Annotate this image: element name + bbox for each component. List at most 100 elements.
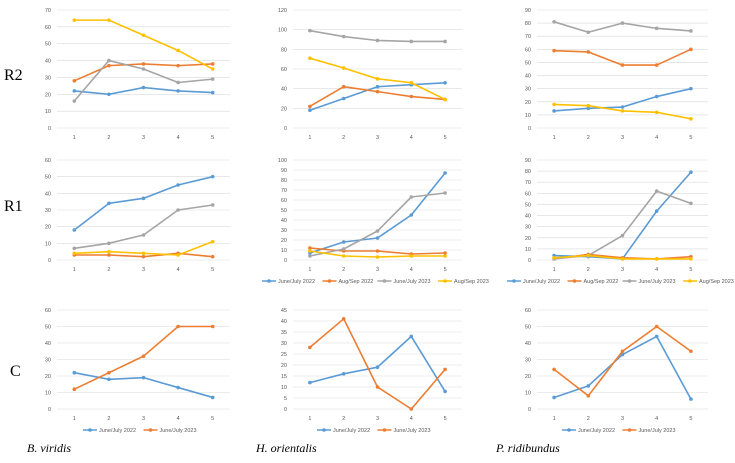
- x-tick-label: 1: [553, 135, 556, 141]
- data-point-june-july-2022: [141, 85, 146, 90]
- data-point-aug-sep-2022: [141, 254, 146, 259]
- legend-label: June/July 2022: [278, 279, 315, 285]
- x-tick-label: 4: [410, 267, 413, 273]
- data-point-aug-sep-2023: [210, 67, 215, 71]
- x-tick-label: 1: [308, 267, 311, 273]
- data-point-aug-sep-2023: [620, 109, 625, 113]
- y-tick-label: 10: [281, 385, 287, 391]
- data-point-aug-sep-2023: [409, 254, 414, 258]
- data-point-june-july-2023: [308, 28, 312, 33]
- data-point-june-july-2022: [552, 395, 556, 400]
- data-point-aug-sep-2022: [107, 63, 111, 68]
- legend-label: June/July 2022: [333, 428, 370, 434]
- legend-marker: [327, 279, 332, 283]
- y-tick-label: 30: [281, 341, 287, 347]
- y-tick-label: 80: [525, 21, 531, 27]
- data-point-june-july-2023: [341, 317, 346, 321]
- y-tick-label: 10: [525, 391, 531, 397]
- data-point-june-july-2022: [72, 370, 77, 375]
- x-tick-label: 3: [142, 135, 145, 141]
- data-point-june-july-2023: [341, 247, 346, 251]
- data-point-aug-sep-2022: [375, 249, 380, 253]
- series-line-aug-sep-2023: [74, 19, 214, 70]
- data-point-june-july-2022: [409, 334, 414, 339]
- y-tick-label: 60: [45, 25, 51, 31]
- data-point-june-july-2023: [409, 195, 414, 199]
- data-point-june-july-2022: [308, 108, 312, 113]
- data-point-aug-sep-2023: [375, 77, 380, 81]
- data-point-aug-sep-2022: [552, 48, 556, 53]
- legend-label: June/July 2023: [394, 428, 431, 434]
- series-line-june-july-2022: [73, 175, 213, 231]
- data-point-aug-sep-2022: [176, 63, 180, 68]
- data-point-june-july-2023: [141, 67, 146, 71]
- data-point-june-july-2023: [107, 241, 111, 246]
- data-point-aug-sep-2023: [409, 80, 414, 85]
- data-point-aug-sep-2023: [443, 254, 447, 258]
- x-tick-label: 4: [655, 267, 658, 273]
- y-tick-label: 100: [278, 28, 287, 34]
- y-tick-label: 20: [45, 92, 51, 98]
- y-tick-label: 50: [525, 325, 531, 331]
- x-tick-label: 5: [444, 135, 447, 141]
- data-point-aug-sep-2023: [341, 254, 346, 258]
- legend-marker: [382, 428, 387, 432]
- x-tick-label: 5: [444, 416, 447, 422]
- data-point-aug-sep-2023: [210, 239, 215, 244]
- x-tick-label: 1: [73, 267, 76, 273]
- data-point-june-july-2023: [443, 39, 447, 44]
- x-tick-label: 3: [376, 416, 379, 422]
- series-line-june-july-2023: [309, 317, 446, 410]
- legend-label: Aug/Sep 2023: [454, 279, 489, 285]
- y-tick-label: 25: [281, 352, 287, 358]
- legend-label: June/July 2022: [99, 428, 136, 434]
- x-tick-label: 5: [689, 135, 692, 141]
- y-tick-label: 40: [281, 218, 287, 224]
- y-tick-label: 20: [525, 374, 531, 380]
- data-point-june-july-2022: [654, 94, 659, 99]
- series-line-june-july-2022: [309, 335, 446, 392]
- row-label-r2: R2: [4, 67, 23, 84]
- data-point-june-july-2022: [341, 372, 346, 376]
- data-point-aug-sep-2023: [72, 251, 77, 256]
- y-tick-label: 10: [45, 241, 51, 247]
- species-label-p-ridibundus: P. ridibundus: [495, 441, 560, 455]
- x-tick-label: 4: [177, 416, 180, 422]
- data-point-june-july-2022: [341, 96, 346, 101]
- y-tick-label: 50: [525, 60, 531, 66]
- data-point-june-july-2023: [176, 324, 180, 329]
- legend-label: June/July 2022: [578, 428, 615, 434]
- y-tick-label: 10: [45, 391, 51, 397]
- x-tick-label: 2: [107, 416, 110, 422]
- x-tick-label: 3: [621, 135, 624, 141]
- y-tick-label: 30: [525, 358, 531, 364]
- y-tick-label: 40: [45, 341, 51, 347]
- x-tick-label: 2: [587, 267, 590, 273]
- data-point-aug-sep-2022: [308, 104, 312, 109]
- y-tick-label: 20: [281, 106, 287, 112]
- data-point-june-july-2022: [586, 106, 591, 111]
- data-point-june-july-2023: [586, 30, 591, 35]
- data-point-june-july-2023: [72, 246, 77, 251]
- data-point-june-july-2022: [141, 196, 146, 201]
- data-point-june-july-2023: [107, 370, 111, 375]
- y-tick-label: 100: [278, 158, 287, 164]
- y-tick-label: 80: [281, 47, 287, 53]
- data-point-aug-sep-2023: [620, 257, 625, 261]
- data-point-june-july-2022: [375, 365, 380, 370]
- y-tick-label: 50: [45, 325, 51, 331]
- y-tick-label: 60: [45, 158, 51, 164]
- y-tick-label: 0: [284, 126, 287, 132]
- species-label-b-viridis: B. viridis: [27, 441, 71, 455]
- data-point-june-july-2023: [443, 191, 447, 195]
- data-point-june-july-2023: [176, 80, 180, 85]
- chart-r1-h-orientalis: 0 10 20 30 40 50 60 70 80 90 100 1 2 3 4 5 June/July 202…: [262, 158, 489, 285]
- legend-marker: [148, 428, 153, 432]
- chart-c-b-viridis: 0 10 20 30 40 50 60 1 2 3 4 5 June/July 2022 June/Jul…: [45, 308, 230, 434]
- y-tick-label: 50: [281, 208, 287, 214]
- data-point-aug-sep-2022: [210, 254, 215, 259]
- data-point-june-july-2022: [107, 201, 111, 206]
- chart-r2-p-ridibundus: 0 10 20 30 40 50 60 70 80 90 1 2 3 4 5: [525, 8, 708, 141]
- data-point-june-july-2022: [620, 105, 625, 109]
- y-tick-label: 60: [281, 198, 287, 204]
